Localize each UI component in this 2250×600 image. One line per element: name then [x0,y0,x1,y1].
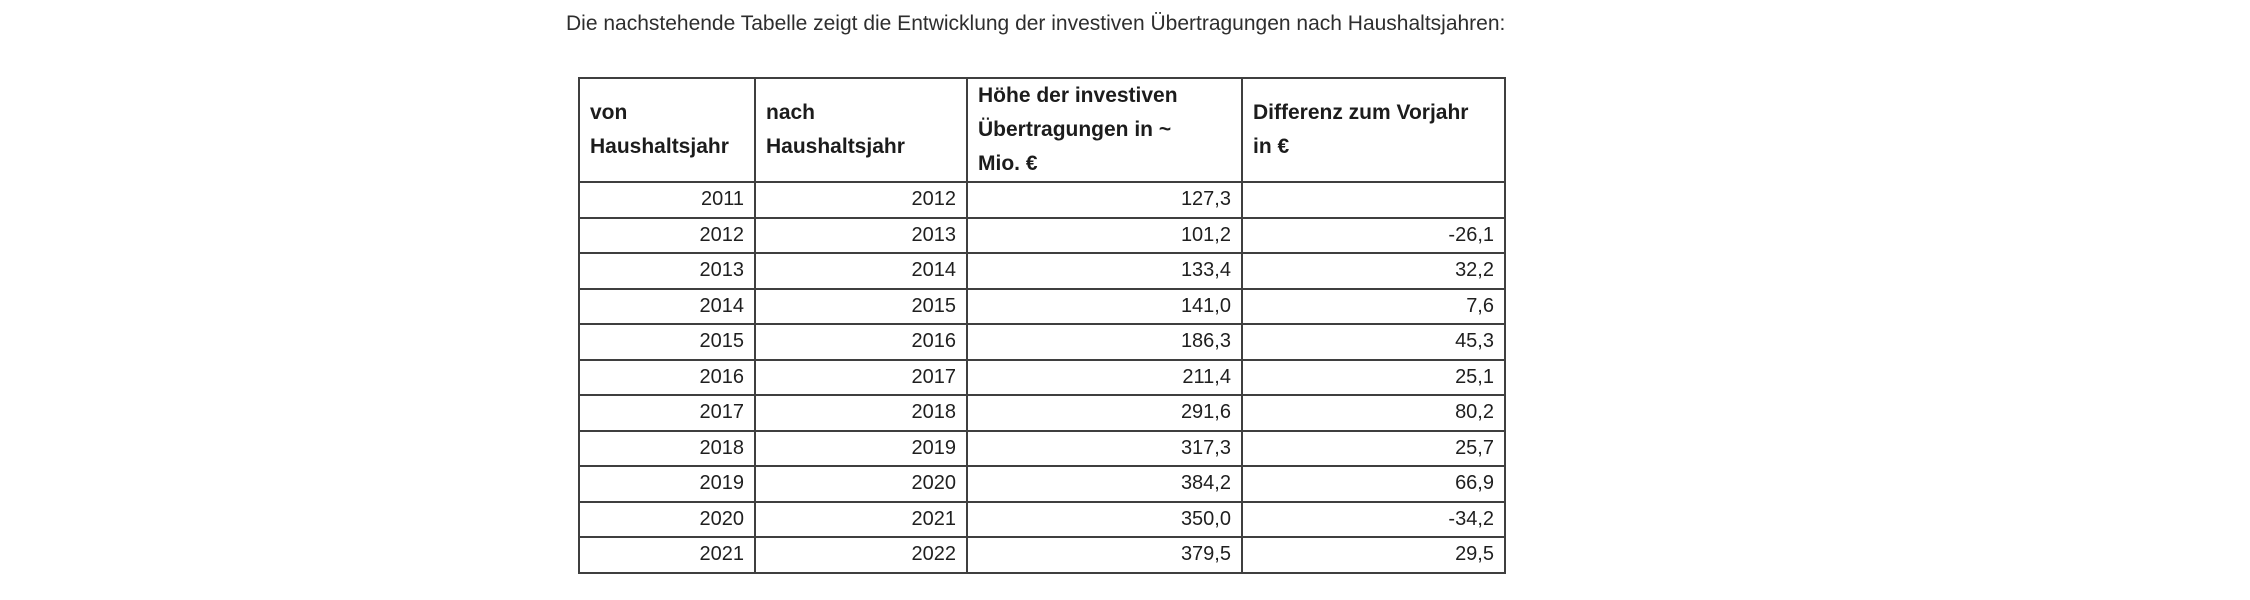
table-cell: 317,3 [966,429,1243,467]
table-cell: 2014 [754,252,968,290]
table-row: 2014 2015 141,0 7,6 [578,287,1506,325]
table-cell: 80,2 [1241,394,1506,432]
column-header-1: von Haushaltsjahr [578,77,756,183]
column-header-3: Höhe der investiven Übertragungen in ~ Mio… [966,77,1243,183]
column-header-line: in € [1253,135,1290,158]
table-cell: 66,9 [1241,465,1506,503]
table-cell: 291,6 [966,394,1243,432]
table-row: 2019 2020 384,2 66,9 [578,465,1506,503]
column-header-line: Haushaltsjahr [590,135,729,158]
table-cell: 32,2 [1241,252,1506,290]
table-cell: 211,4 [966,358,1243,396]
column-header-line: Haushaltsjahr [766,135,905,158]
table-cell: 2018 [578,429,756,467]
table-cell: 384,2 [966,465,1243,503]
table-row: 2021 2022 379,5 29,5 [578,536,1506,574]
column-header-line: Höhe der investiven [978,84,1178,107]
table-cell: 2016 [578,358,756,396]
table-cell: 141,0 [966,287,1243,325]
table-cell: 133,4 [966,252,1243,290]
table-cell: 2012 [754,181,968,219]
table-cell: 379,5 [966,536,1243,574]
table-row: 2017 2018 291,6 80,2 [578,394,1506,432]
table-header-row: von Haushaltsjahr nach Haushaltsjahr Höhe de… [578,77,1506,183]
table-cell: 2019 [754,429,968,467]
table-row: 2016 2017 211,4 25,1 [578,358,1506,396]
table-cell: 2011 [578,181,756,219]
table-cell: 45,3 [1241,323,1506,361]
table-cell: 2017 [754,358,968,396]
table-row: 2013 2014 133,4 32,2 [578,252,1506,290]
column-header-line: Mio. € [978,152,1038,175]
table-cell: -26,1 [1241,216,1506,254]
table-cell [1241,181,1506,219]
table-cell: 2017 [578,394,756,432]
table-body: 2011 2012 127,3 2012 2013 101,2 -26,1 2013 2014 1… [578,181,1506,574]
column-header-2: nach Haushaltsjahr [754,77,968,183]
table-cell: 25,7 [1241,429,1506,467]
table-cell: 2021 [578,536,756,574]
table-cell: 25,1 [1241,358,1506,396]
table-row: 2018 2019 317,3 25,7 [578,429,1506,467]
table-cell: 2013 [578,252,756,290]
table-cell: 2014 [578,287,756,325]
table-cell: 2013 [754,216,968,254]
table-cell: 2019 [578,465,756,503]
table-row: 2011 2012 127,3 [578,181,1506,219]
table-cell: 2012 [578,216,756,254]
table-row: 2020 2021 350,0 -34,2 [578,500,1506,538]
table-cell: 350,0 [966,500,1243,538]
transfers-table: von Haushaltsjahr nach Haushaltsjahr Höhe de… [578,77,1506,574]
table-cell: -34,2 [1241,500,1506,538]
column-header-line: nach [766,101,816,124]
column-header-4: Differenz zum Vorjahr in € [1241,77,1506,183]
column-header-line: Differenz zum Vorjahr [1253,101,1469,124]
column-header-line: von [590,101,628,124]
table-cell: 2016 [754,323,968,361]
column-header-line: Übertragungen in ~ [978,118,1172,141]
table-cell: 101,2 [966,216,1243,254]
table-cell: 2015 [754,287,968,325]
table-row: 2015 2016 186,3 45,3 [578,323,1506,361]
table-cell: 7,6 [1241,287,1506,325]
table-row: 2012 2013 101,2 -26,1 [578,216,1506,254]
table-cell: 29,5 [1241,536,1506,574]
table-cell: 2015 [578,323,756,361]
intro-paragraph: Die nachstehende Tabelle zeigt die Entwi… [566,12,1506,35]
table-cell: 2020 [578,500,756,538]
table-cell: 2020 [754,465,968,503]
table-cell: 2022 [754,536,968,574]
table-cell: 127,3 [966,181,1243,219]
table-cell: 2018 [754,394,968,432]
table-cell: 2021 [754,500,968,538]
table-cell: 186,3 [966,323,1243,361]
